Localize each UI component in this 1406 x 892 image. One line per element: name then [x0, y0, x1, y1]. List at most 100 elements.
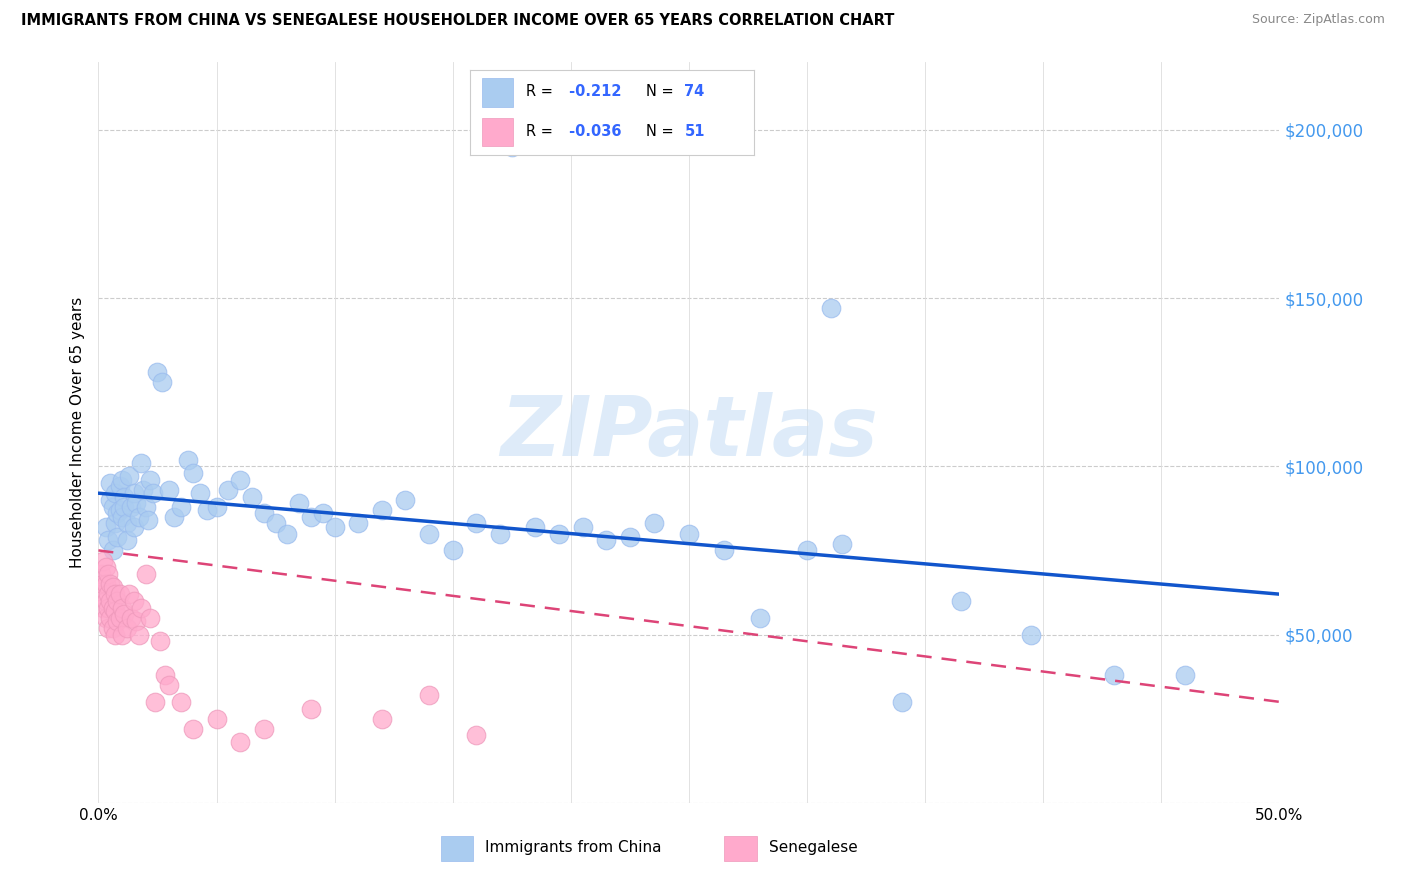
Point	[108, 587, 131, 601]
Point	[111, 627, 134, 641]
Point	[122, 520, 145, 534]
Point	[118, 469, 141, 483]
Point	[820, 301, 842, 315]
Point	[347, 516, 370, 531]
Point	[465, 729, 488, 743]
Point	[98, 476, 121, 491]
Point	[157, 483, 180, 497]
Point	[108, 503, 131, 517]
Text: ZIPatlas: ZIPatlas	[501, 392, 877, 473]
Point	[595, 533, 617, 548]
Point	[170, 695, 193, 709]
Point	[97, 533, 120, 548]
Point	[112, 607, 135, 622]
Point	[125, 496, 148, 510]
Point	[90, 587, 112, 601]
Point	[181, 722, 204, 736]
Point	[97, 600, 120, 615]
Point	[195, 503, 218, 517]
Point	[150, 375, 173, 389]
Point	[105, 614, 128, 628]
Point	[94, 577, 117, 591]
Point	[796, 543, 818, 558]
Point	[91, 577, 114, 591]
Point	[91, 600, 114, 615]
Point	[104, 516, 127, 531]
Point	[94, 594, 117, 608]
Point	[98, 577, 121, 591]
Point	[188, 486, 211, 500]
Point	[890, 695, 912, 709]
Point	[142, 486, 165, 500]
Point	[128, 627, 150, 641]
Point	[949, 594, 972, 608]
Point	[94, 610, 117, 624]
Point	[501, 139, 523, 153]
Point	[143, 695, 166, 709]
Point	[97, 621, 120, 635]
Point	[101, 543, 124, 558]
Point	[105, 530, 128, 544]
Point	[323, 520, 346, 534]
Point	[465, 516, 488, 531]
Point	[149, 634, 172, 648]
Point	[121, 500, 143, 514]
Point	[394, 492, 416, 507]
Point	[105, 594, 128, 608]
Point	[125, 614, 148, 628]
Point	[205, 500, 228, 514]
Point	[276, 526, 298, 541]
Text: Source: ZipAtlas.com: Source: ZipAtlas.com	[1251, 13, 1385, 27]
Point	[217, 483, 239, 497]
Point	[418, 688, 440, 702]
Point	[98, 610, 121, 624]
Point	[371, 503, 394, 517]
Point	[104, 587, 127, 601]
Point	[643, 516, 665, 531]
Point	[371, 712, 394, 726]
Point	[229, 735, 252, 749]
Point	[112, 490, 135, 504]
Point	[1102, 668, 1125, 682]
Point	[139, 610, 162, 624]
Point	[111, 600, 134, 615]
Point	[1021, 627, 1043, 641]
Point	[678, 526, 700, 541]
Point	[299, 701, 322, 715]
Point	[128, 509, 150, 524]
Point	[115, 621, 138, 635]
Point	[1174, 668, 1197, 682]
Point	[115, 516, 138, 531]
Point	[132, 483, 155, 497]
Point	[240, 490, 263, 504]
Point	[112, 500, 135, 514]
Point	[135, 566, 157, 581]
Point	[97, 587, 120, 601]
Point	[253, 722, 276, 736]
Point	[94, 520, 117, 534]
Point	[229, 473, 252, 487]
Point	[146, 365, 169, 379]
Point	[115, 533, 138, 548]
Point	[122, 486, 145, 500]
Point	[108, 610, 131, 624]
Point	[153, 668, 176, 682]
Point	[205, 712, 228, 726]
Point	[135, 500, 157, 514]
Point	[111, 509, 134, 524]
Y-axis label: Householder Income Over 65 years: Householder Income Over 65 years	[70, 297, 86, 568]
Point	[104, 604, 127, 618]
Point	[129, 600, 152, 615]
Point	[163, 509, 186, 524]
Point	[170, 500, 193, 514]
Point	[90, 566, 112, 581]
Point	[181, 466, 204, 480]
Point	[264, 516, 287, 531]
Point	[98, 594, 121, 608]
Point	[312, 507, 335, 521]
Point	[619, 530, 641, 544]
Point	[548, 526, 571, 541]
Point	[101, 600, 124, 615]
Point	[98, 492, 121, 507]
Point	[288, 496, 311, 510]
